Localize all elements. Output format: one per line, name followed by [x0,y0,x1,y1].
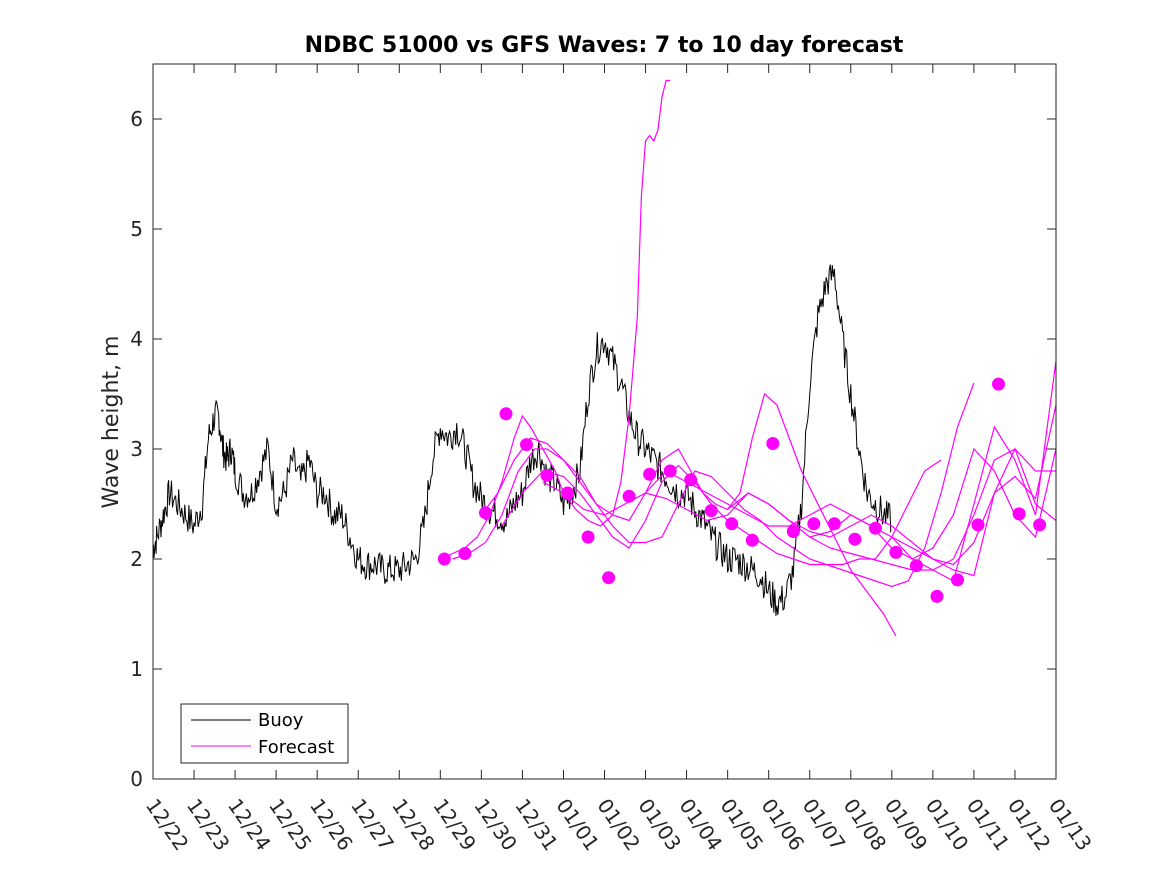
y-tick-label: 3 [130,437,143,461]
forecast-marker [807,517,821,531]
x-tick-label: 12/29 [428,794,481,855]
forecast-marker [766,437,780,450]
forecast-marker [951,573,964,587]
y-tick-label: 1 [130,657,143,681]
y-tick-label: 5 [130,217,143,241]
forecast-marker [971,518,985,532]
forecast-marker [992,377,1005,391]
forecast-marker [540,468,554,482]
forecast-marker [622,489,636,503]
forecast-run-line-2 [452,392,897,637]
x-tick-label: 12/26 [305,794,358,855]
x-tick-label: 12/28 [387,794,440,855]
y-tick-label: 2 [130,547,143,571]
x-tick-label: 01/05 [716,794,769,855]
forecast-marker [725,517,739,531]
forecast-marker [643,467,657,481]
forecast-run-line-4 [501,382,975,588]
chart-title: NDBC 51000 vs GFS Waves: 7 to 10 day for… [305,33,904,58]
forecast-run-line-8 [809,360,1057,582]
forecast-marker [520,438,533,452]
forecast-marker [827,517,841,531]
legend-forecast-label: Forecast [258,737,334,758]
x-tick-label: 01/04 [674,794,727,855]
legend: Buoy Forecast [180,703,349,764]
forecast-run-line-7 [727,404,1057,566]
forecast-marker [581,530,595,544]
forecast-marker [684,473,698,487]
forecast-marker [1033,518,1047,532]
forecast-marker [602,571,616,585]
y-tick-label: 0 [130,767,143,791]
x-tick-label: 01/02 [592,794,645,855]
x-tick-label: 01/13 [1044,794,1097,855]
x-tick-label: 12/25 [264,794,317,855]
forecast-marker [663,464,677,478]
forecast-marker [458,547,472,560]
x-tick-label: 01/10 [921,794,974,855]
forecast-marker [561,486,575,500]
plot-area [152,79,1057,637]
x-tick-label: 12/22 [141,794,194,855]
x-tick-label: 01/03 [633,794,686,855]
y-tick-label: 4 [130,327,143,351]
x-tick-label: 12/23 [182,794,235,855]
forecast-marker [745,533,759,547]
forecast-marker [479,506,492,520]
forecast-marker [499,407,513,421]
forecast-marker [848,532,862,546]
forecast-marker [930,589,944,603]
x-tick-label: 01/01 [551,794,604,855]
plot-frame [152,63,1057,780]
x-tick-label: 12/27 [346,794,399,855]
buoy-series-line [152,264,892,616]
x-tick-label: 01/09 [880,794,933,855]
x-tick-label: 01/07 [798,794,851,855]
forecast-marker [868,521,882,535]
forecast-marker [704,504,718,518]
legend-box [180,703,349,764]
x-tick-label: 01/11 [962,794,1015,855]
y-tick-label: 6 [130,107,143,131]
legend-buoy-label: Buoy [258,710,304,731]
x-tick-label: 12/30 [469,794,522,855]
x-tick-label: 01/08 [839,794,892,855]
x-tick-label: 12/31 [510,794,563,855]
forecast-marker [889,545,903,559]
forecast-run-line-3 [480,437,942,566]
forecast-marker [437,552,451,566]
x-tick-label: 12/24 [223,794,276,855]
forecast-marker [909,559,923,573]
forecast-run-line-9 [891,447,1057,560]
x-tick-label: 01/12 [1003,794,1056,855]
forecast-marker [786,525,800,538]
forecast-run-line-1 [440,79,671,560]
forecast-marker [1012,507,1026,521]
y-axis-label: Wave height, m [99,336,124,509]
x-tick-label: 01/06 [757,794,810,855]
